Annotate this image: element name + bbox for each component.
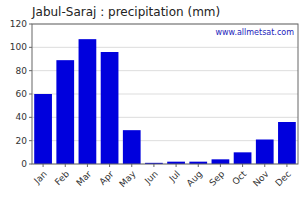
bar — [212, 159, 230, 164]
bar — [256, 140, 274, 165]
y-tick-label: 60 — [16, 89, 28, 99]
plot-background — [32, 24, 298, 164]
x-tick-label: Mar — [74, 169, 93, 188]
x-tick — [109, 164, 110, 167]
bar — [79, 39, 97, 164]
x-tick — [220, 164, 221, 167]
chart-svg: 0 20 40 60 80 100 120 JanFebMarAprMayJun JulAugS… — [0, 0, 306, 200]
bar — [34, 94, 52, 164]
bar — [234, 152, 252, 164]
x-tick-label: Jul — [167, 169, 182, 184]
y-tick-label: 100 — [10, 42, 27, 52]
bar — [123, 130, 141, 164]
x-tick-label: Apr — [97, 169, 115, 187]
title: Jabul-Saraj : precipitation (mm) — [31, 5, 220, 19]
x-tick-label: Sep — [207, 169, 226, 188]
x-tick — [131, 164, 132, 167]
x-tick — [176, 164, 177, 167]
bars — [34, 39, 296, 164]
y-tick-label: 120 — [10, 19, 27, 29]
watermark: www.allmetsat.com — [216, 28, 295, 37]
bar — [278, 122, 296, 164]
y-tick-label: 20 — [16, 136, 28, 146]
bar — [56, 60, 74, 164]
x-tick — [43, 164, 44, 167]
x-tick-label: Feb — [53, 169, 72, 188]
x-axis: JanFebMarAprMayJun JulAugSepOctNovDec — [31, 164, 292, 189]
bar — [101, 52, 119, 164]
x-tick-label: Nov — [251, 168, 271, 188]
x-tick — [65, 164, 66, 167]
x-tick-label: Oct — [230, 169, 248, 187]
y-tick-label: 0 — [21, 159, 27, 169]
x-tick-label: Jan — [31, 169, 49, 187]
x-tick — [153, 164, 154, 167]
x-tick — [286, 164, 287, 167]
y-axis: 0 20 40 60 80 100 120 — [10, 19, 298, 169]
chart-container: 0 20 40 60 80 100 120 JanFebMarAprMayJun JulAugS… — [0, 0, 306, 200]
grid-line — [32, 47, 298, 48]
x-tick — [198, 164, 199, 167]
x-tick — [242, 164, 243, 167]
plot-frame — [32, 24, 298, 164]
y-tick-label: 80 — [16, 66, 28, 76]
x-tick-label: Jun — [142, 169, 160, 187]
y-tick-label: 40 — [16, 112, 28, 122]
x-tick-label: Dec — [273, 169, 292, 188]
x-tick-label: Aug — [185, 169, 205, 189]
x-tick — [264, 164, 265, 167]
x-tick-label: May — [117, 168, 138, 189]
x-tick — [87, 164, 88, 167]
